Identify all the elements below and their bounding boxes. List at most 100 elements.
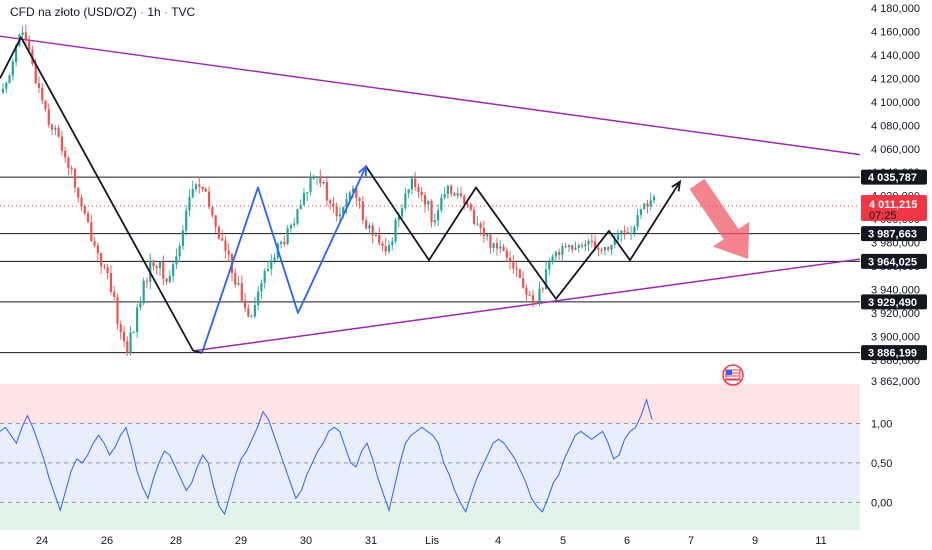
candle-body bbox=[610, 244, 613, 250]
oscillator-zones bbox=[0, 384, 860, 530]
candle-body bbox=[263, 270, 266, 283]
candle-body bbox=[551, 256, 554, 262]
candle-body bbox=[594, 241, 597, 249]
candle-body bbox=[247, 308, 250, 317]
time-axis-tick: 9 bbox=[752, 535, 758, 547]
candle-body bbox=[100, 253, 103, 267]
candle-body bbox=[486, 234, 489, 237]
candle-body bbox=[306, 192, 309, 194]
candle-body bbox=[273, 257, 276, 261]
level-badge bbox=[861, 345, 927, 361]
candle-body bbox=[348, 192, 351, 200]
oscillator-series-line bbox=[0, 398, 653, 516]
candle-body bbox=[567, 245, 571, 248]
title-separator-1: · bbox=[140, 5, 145, 19]
candle-body bbox=[417, 186, 420, 193]
time-axis-tick: 11 bbox=[815, 535, 826, 547]
candle-body bbox=[505, 250, 508, 258]
candle-body bbox=[145, 280, 149, 282]
candle-body bbox=[70, 167, 73, 170]
candle-body bbox=[37, 83, 41, 88]
candle-body bbox=[80, 197, 83, 206]
candle-body bbox=[436, 210, 440, 221]
candle-body bbox=[162, 261, 165, 279]
candle-body bbox=[93, 241, 96, 246]
candle-body bbox=[387, 245, 391, 252]
candle-body bbox=[584, 244, 587, 247]
candle-body bbox=[482, 227, 485, 237]
candle-body bbox=[577, 245, 580, 248]
candle-body bbox=[368, 225, 371, 229]
candle-body bbox=[47, 109, 50, 125]
candle-body bbox=[332, 203, 335, 207]
time-axis-tick: 4 bbox=[495, 535, 501, 547]
candle-body bbox=[391, 241, 394, 246]
candle-body bbox=[227, 250, 230, 255]
candle-body bbox=[283, 241, 286, 245]
price-axis-tick: 3 900,000 bbox=[871, 331, 920, 343]
time-axis[interactable]: 24 26 28 29 30 31 Lis 4 5 6 7 9 11 bbox=[36, 535, 827, 547]
candle-body bbox=[607, 247, 610, 250]
time-axis-tick: 5 bbox=[560, 535, 566, 547]
candle-body bbox=[155, 266, 158, 269]
interval-label[interactable]: 1h bbox=[147, 5, 161, 19]
candle-body bbox=[315, 176, 319, 178]
level-badge-label: 3 929,490 bbox=[868, 297, 917, 309]
candle-body bbox=[649, 200, 652, 207]
title-separator-2: · bbox=[164, 5, 169, 19]
candle-body bbox=[361, 201, 364, 221]
candle-body bbox=[620, 230, 623, 235]
candle-body bbox=[613, 239, 616, 245]
level-badge bbox=[861, 226, 927, 242]
candle-body bbox=[603, 247, 607, 251]
price-axis[interactable]: 4 180,000 4 160,000 4 140,000 4 120,000 4 10… bbox=[871, 3, 920, 388]
candle-body bbox=[600, 249, 603, 251]
candle-body bbox=[345, 199, 348, 208]
candle-body bbox=[325, 181, 328, 201]
candle-body bbox=[217, 226, 221, 239]
oscillator-axis[interactable]: 1,00 0,50 0,00 bbox=[871, 418, 892, 509]
candle-body bbox=[257, 291, 260, 305]
candle-body bbox=[423, 194, 427, 205]
candle-body bbox=[289, 225, 292, 229]
candle-body bbox=[188, 196, 191, 211]
candle-body bbox=[459, 193, 463, 196]
candle-body bbox=[508, 257, 512, 262]
pattern-arrowhead bbox=[357, 164, 367, 177]
candle-body bbox=[492, 243, 495, 248]
candle-body bbox=[499, 246, 502, 249]
projection-arrow[interactable] bbox=[689, 178, 750, 260]
candle-body bbox=[646, 203, 649, 207]
candle-body bbox=[181, 230, 185, 246]
candle-body bbox=[322, 181, 325, 184]
candle-body bbox=[531, 295, 535, 301]
candle-body bbox=[342, 207, 345, 215]
candle-body bbox=[139, 303, 142, 308]
flag-canton bbox=[726, 370, 732, 375]
candle-body bbox=[152, 260, 155, 267]
candle-body bbox=[299, 204, 302, 210]
candle-body bbox=[214, 215, 217, 227]
time-axis-tick: 26 bbox=[101, 535, 113, 547]
time-axis-tick: 31 bbox=[365, 535, 377, 547]
candle-body bbox=[355, 188, 358, 199]
source-label: TVC bbox=[171, 5, 196, 19]
candle-body bbox=[450, 185, 453, 194]
level-badge bbox=[861, 253, 927, 269]
trendlines[interactable] bbox=[0, 35, 861, 352]
time-axis-tick: Lis bbox=[425, 535, 440, 547]
candle-body bbox=[207, 191, 211, 208]
candle-body bbox=[358, 198, 361, 202]
price-axis-tick: 4 120,000 bbox=[871, 73, 920, 85]
candle-body bbox=[129, 332, 132, 354]
oscillator-zone bbox=[0, 502, 860, 530]
price-axis-tick: 4 180,000 bbox=[871, 3, 920, 15]
price-pattern-lines[interactable] bbox=[0, 36, 682, 354]
candle-body bbox=[243, 300, 247, 309]
candle-body bbox=[234, 272, 237, 285]
candle-body bbox=[8, 75, 11, 83]
candle-body bbox=[652, 196, 656, 201]
candle-body bbox=[643, 203, 646, 210]
oscillator-zone bbox=[0, 384, 860, 424]
